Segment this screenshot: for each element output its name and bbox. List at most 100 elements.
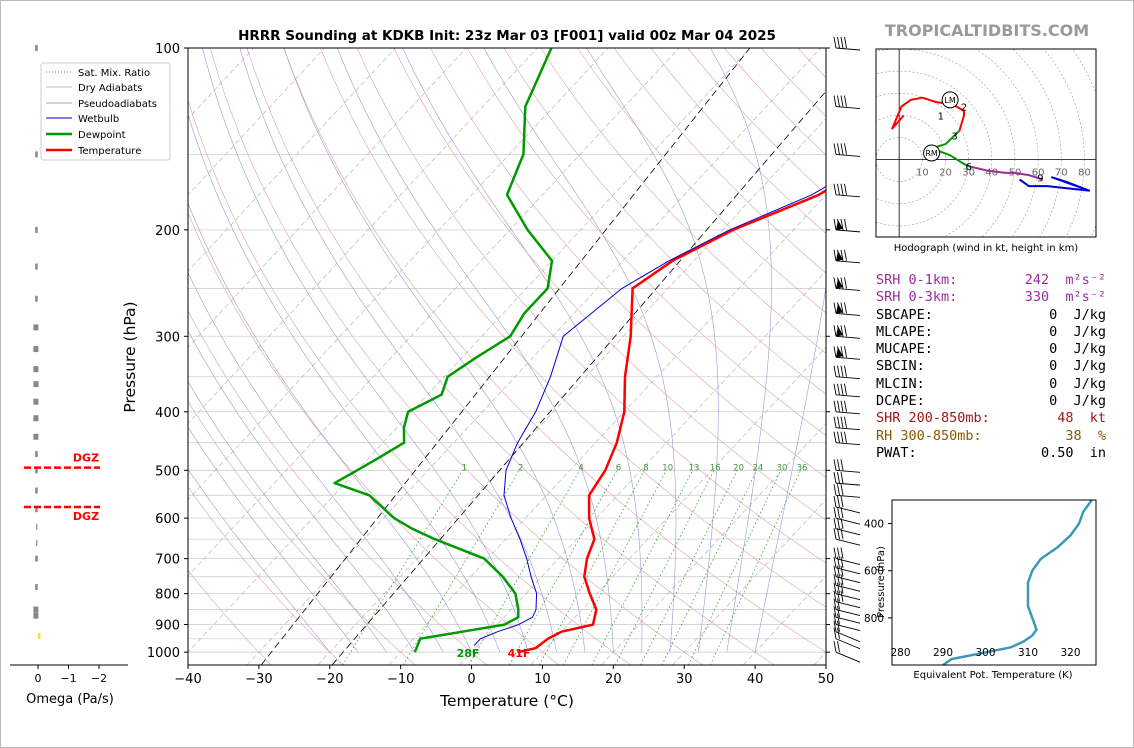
x-tick-label: 10: [534, 672, 551, 687]
omega-bar: [33, 346, 39, 353]
dry-adiabat: [503, 48, 826, 395]
hodograph-trace: [930, 130, 970, 168]
wind-barb-feather: [833, 218, 837, 230]
hodograph-ring-label: 30: [962, 168, 975, 179]
wind-barb-shaft: [835, 442, 861, 446]
legend-dry-adiabats: Dry Adiabats: [78, 83, 142, 94]
pseudoadiabat: [337, 48, 614, 653]
theta-e-x-tick-label: 310: [1018, 647, 1038, 659]
reference-dashed-line: [260, 48, 751, 665]
wind-barb-feather: [833, 472, 837, 484]
mixing-ratio-line: [614, 470, 715, 665]
pseudoadiabat: [586, 48, 719, 653]
wind-barb-feather: [833, 613, 837, 625]
wind-barb-feather: [837, 598, 840, 610]
omega-panel: 0 −1 −2 DGZ DGZ: [10, 45, 128, 685]
isotherm-line: [601, 422, 826, 665]
wind-barb-feather: [833, 400, 837, 412]
theta-e-x-tick-label: 300: [975, 647, 995, 659]
wind-barb-feather: [833, 598, 837, 610]
wind-barb-shaft: [835, 631, 861, 643]
wind-barb-feather: [833, 574, 837, 586]
pseudoadiabat: [202, 48, 529, 653]
wind-barb-feather: [833, 143, 837, 155]
wind-barb: [833, 218, 861, 233]
omega-bar: [36, 523, 38, 530]
x-tick-label: −10: [387, 672, 414, 687]
wind-barb: [833, 582, 861, 601]
wind-barb-shaft: [835, 528, 861, 536]
omega-xlabel: Omega (Pa/s): [26, 692, 114, 707]
mixing-ratio-label: 30: [777, 464, 788, 474]
wind-barb-feather: [844, 95, 847, 107]
hodograph-frame: [875, 48, 1097, 238]
stat-value: 0 J/kg: [1049, 306, 1106, 323]
wind-barb-pennant: [836, 303, 843, 314]
wind-barb-feather: [837, 507, 840, 519]
omega-bar: [35, 451, 38, 458]
mixing-ratio-labels: 1 2 4 6 8 10 13 16 20 24 30 36: [462, 464, 808, 474]
isotherm-line: [672, 499, 826, 665]
wind-barb-feather: [840, 431, 844, 443]
legend-dewpoint: Dewpoint: [78, 130, 126, 141]
pseudoadiabat: [188, 202, 472, 653]
wind-barb: [833, 416, 861, 431]
mixing-ratio-line: [562, 470, 667, 665]
wind-barb-feather: [833, 590, 837, 602]
wind-barb-feather: [840, 472, 844, 484]
isotherm-line: [388, 194, 826, 665]
y-tick-label: 100: [155, 42, 180, 57]
dry-adiabat: [188, 99, 631, 665]
wind-barb-feather: [833, 302, 837, 314]
wind-barb-feather: [840, 383, 844, 395]
wind-barb-shaft: [835, 517, 861, 525]
theta-e-y-tick-label: 400: [864, 519, 884, 531]
mixing-ratio-line: [640, 470, 738, 665]
wind-barb-shaft: [835, 593, 861, 601]
stat-value: 330 m²s⁻²: [1024, 289, 1106, 306]
omega-bar: [33, 381, 39, 388]
wind-barb-shaft: [835, 567, 861, 575]
theta-e-y-tick-label: 600: [864, 566, 884, 578]
wind-barb-feather: [840, 346, 844, 358]
wind-barb-feather: [833, 528, 837, 540]
mixing-ratio-label: 20: [733, 464, 744, 474]
wind-barb-feather: [844, 36, 847, 49]
omega-bar: [33, 606, 39, 613]
dry-adiabat: [188, 310, 487, 665]
hodograph-trace: [1019, 176, 1091, 192]
dgz-label: DGZ: [73, 510, 99, 523]
wind-barb: [833, 495, 861, 514]
hodograph-height-label: 3: [952, 131, 958, 142]
stat-value: 0 J/kg: [1049, 375, 1106, 392]
wind-barb-feather: [837, 606, 840, 618]
wind-barb-feather: [840, 459, 844, 471]
stat-label: SHR 200-850mb:: [876, 410, 990, 427]
omega-bar: [35, 487, 38, 494]
theta-e-y-tick-label: 800: [864, 613, 884, 625]
mixing-ratio-label: 2: [518, 464, 523, 474]
mixing-ratio-line: [661, 470, 757, 665]
x-tick-label: 40: [747, 672, 764, 687]
profile-temperature: [517, 188, 826, 654]
skewt-axes-frame: [187, 47, 827, 666]
omega-bar: [33, 612, 39, 619]
wind-barb: [833, 620, 861, 643]
stat-row: PWAT: 0.50 in: [876, 445, 1106, 462]
theta-e-x-tick-label: 290: [933, 647, 953, 659]
wind-barb-feather: [840, 507, 844, 519]
wind-barb-feather: [837, 517, 840, 529]
stat-value: 0 J/kg: [1049, 341, 1106, 358]
isotherm-line: [317, 118, 826, 665]
wind-barb-feather: [844, 183, 847, 195]
wind-barb-feather: [840, 95, 844, 107]
storm-motion-label: RM: [925, 149, 938, 158]
stat-row: DCAPE: 0 J/kg: [876, 393, 1106, 410]
hodograph-height-label: 2: [961, 103, 967, 114]
pseudoadiabat: [483, 48, 677, 653]
wind-barb-feather: [837, 620, 840, 632]
hodograph-caption: Hodograph (wind in kt, height in km): [894, 243, 1079, 254]
wind-barb-feather: [840, 365, 844, 377]
stat-value: 242 m²s⁻²: [1024, 272, 1106, 288]
theta-e-panel: 280 290 300 310 320 400 600 800: [864, 499, 1093, 667]
